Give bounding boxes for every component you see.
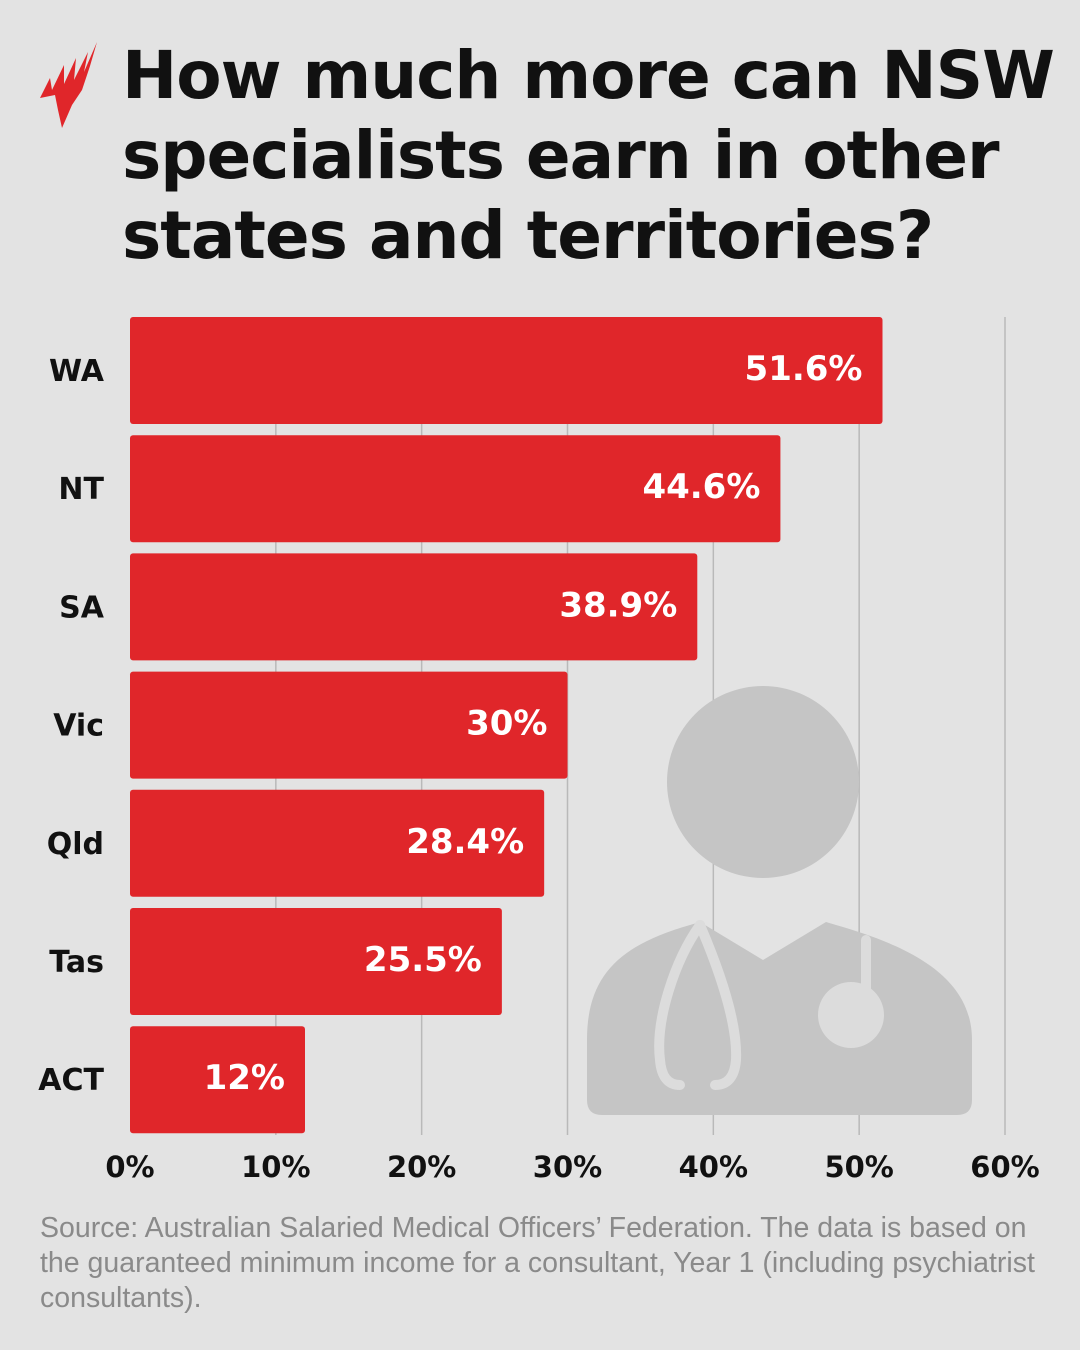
category-label: SA xyxy=(59,590,105,625)
data-label: 38.9% xyxy=(559,585,677,625)
bar-wa xyxy=(130,317,883,424)
source-note: Source: Australian Salaried Medical Offi… xyxy=(40,1212,1035,1314)
bar-nt xyxy=(130,435,781,543)
x-tick-label: 60% xyxy=(970,1150,1039,1184)
bar-tas xyxy=(130,908,502,1015)
x-tick-label: 10% xyxy=(241,1150,310,1184)
chart-title: How much more can NSW specialists earn i… xyxy=(122,37,1055,274)
bar-vic xyxy=(130,671,568,779)
x-tick-label: 30% xyxy=(533,1150,602,1184)
x-tick-label: 0% xyxy=(105,1150,154,1184)
bar-act xyxy=(130,1026,305,1134)
x-tick-label: 20% xyxy=(387,1150,456,1184)
category-label: Tas xyxy=(49,945,104,980)
doctor-icon xyxy=(587,686,972,1115)
sbs-logo-icon xyxy=(40,42,97,128)
bar-qld xyxy=(130,789,545,897)
category-labels: WA NT SA Vic Qld Tas ACT xyxy=(38,354,104,1098)
category-label: WA xyxy=(49,354,105,389)
category-label: NT xyxy=(58,472,104,507)
data-label: 44.6% xyxy=(642,467,760,507)
data-label: 25.5% xyxy=(364,940,482,980)
x-tick-label: 40% xyxy=(679,1150,748,1184)
data-label: 51.6% xyxy=(745,349,863,389)
bar-chart: 51.6% 44.6% 38.9% 30% 28.4% 25.5% 12% WA NT SA Vi… xyxy=(38,317,1040,1184)
bar-sa xyxy=(130,553,698,661)
data-label: 30% xyxy=(466,704,547,744)
bars: 51.6% 44.6% 38.9% 30% 28.4% 25.5% 12% xyxy=(130,317,883,1134)
category-label: Qld xyxy=(47,827,104,862)
x-tick-labels: 0% 10% 20% 30% 40% 50% 60% xyxy=(105,1150,1039,1184)
category-label: Vic xyxy=(53,709,104,744)
category-label: ACT xyxy=(38,1063,104,1098)
x-tick-label: 50% xyxy=(824,1150,893,1184)
data-label: 12% xyxy=(204,1058,285,1098)
data-label: 28.4% xyxy=(406,822,524,862)
